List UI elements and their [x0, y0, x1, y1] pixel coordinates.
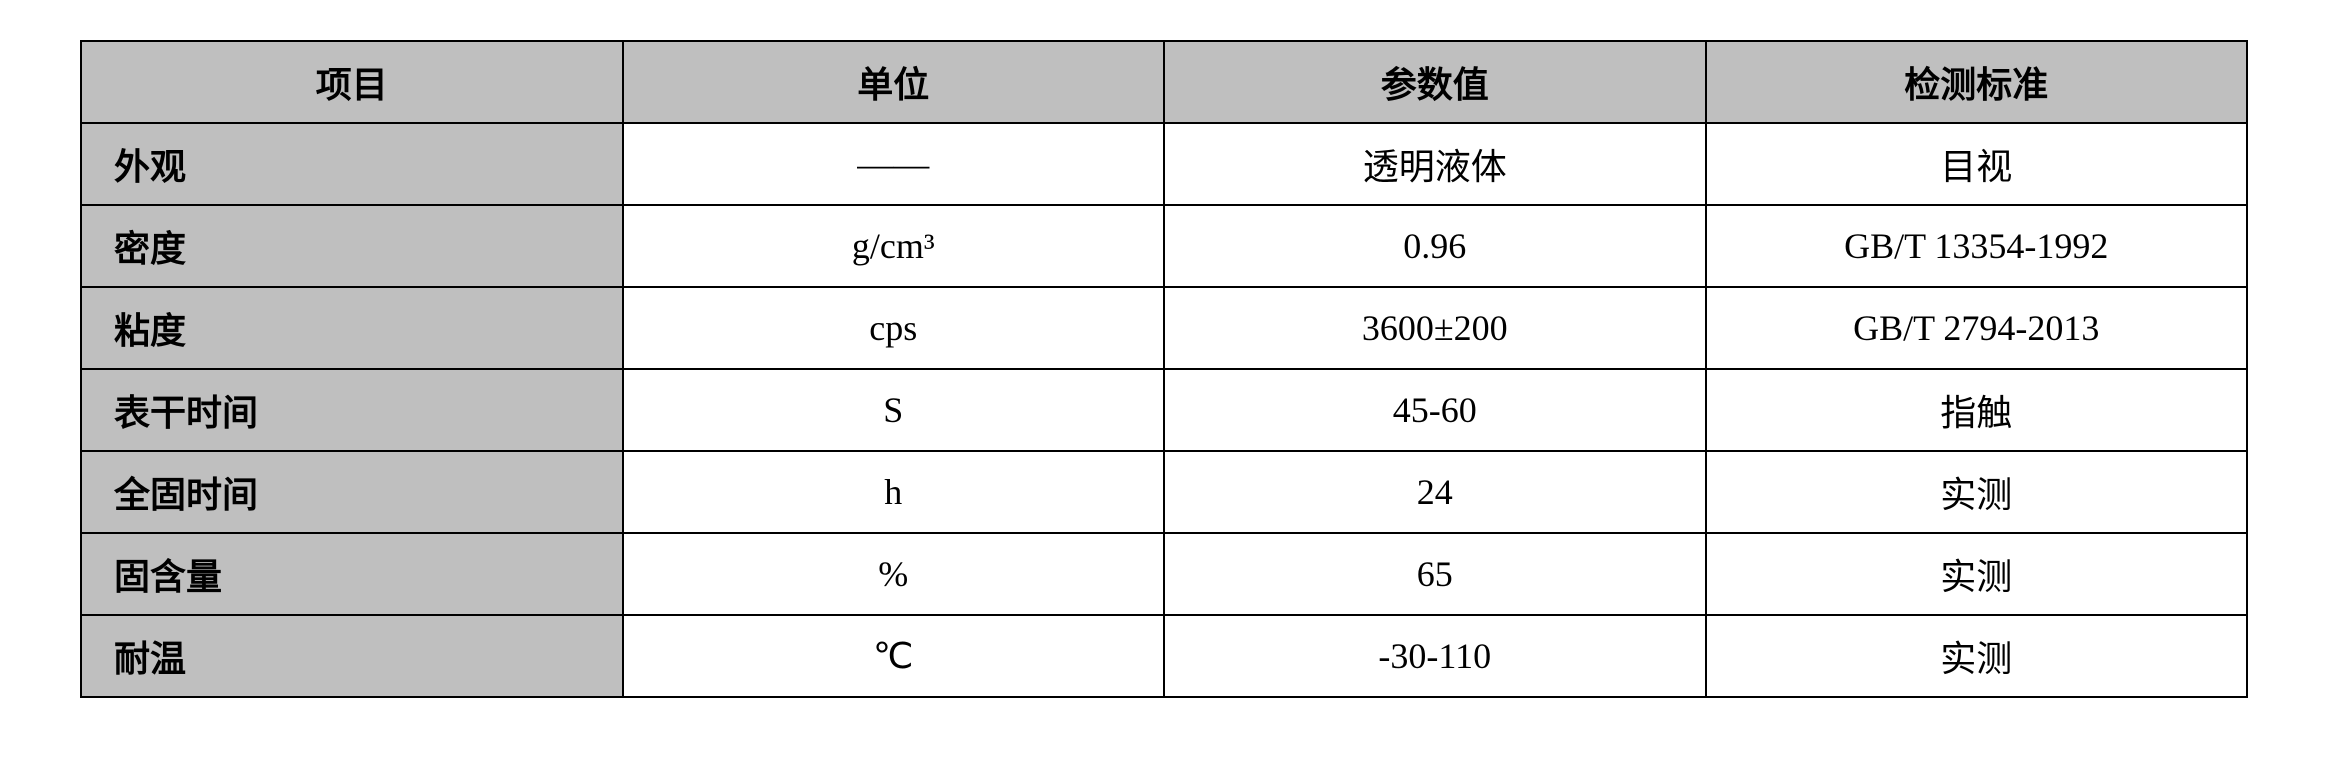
cell-unit: % — [623, 533, 1165, 615]
cell-value: -30-110 — [1164, 615, 1706, 697]
cell-standard: 实测 — [1706, 451, 2248, 533]
cell-value: 透明液体 — [1164, 123, 1706, 205]
table-row: 外观 —— 透明液体 目视 — [81, 123, 2247, 205]
cell-item: 密度 — [81, 205, 623, 287]
cell-unit: S — [623, 369, 1165, 451]
cell-value: 45-60 — [1164, 369, 1706, 451]
table-row: 固含量 % 65 实测 — [81, 533, 2247, 615]
table-header-row: 项目 单位 参数值 检测标准 — [81, 41, 2247, 123]
table-row: 表干时间 S 45-60 指触 — [81, 369, 2247, 451]
cell-value: 24 — [1164, 451, 1706, 533]
cell-unit: ℃ — [623, 615, 1165, 697]
col-header-item: 项目 — [81, 41, 623, 123]
table-row: 粘度 cps 3600±200 GB/T 2794-2013 — [81, 287, 2247, 369]
spec-table: 项目 单位 参数值 检测标准 外观 —— 透明液体 目视 密度 g/cm³ 0.… — [80, 40, 2248, 698]
cell-standard: GB/T 13354-1992 — [1706, 205, 2248, 287]
cell-value: 65 — [1164, 533, 1706, 615]
cell-item: 全固时间 — [81, 451, 623, 533]
cell-standard: 指触 — [1706, 369, 2248, 451]
cell-item: 固含量 — [81, 533, 623, 615]
cell-standard: GB/T 2794-2013 — [1706, 287, 2248, 369]
cell-unit: —— — [623, 123, 1165, 205]
cell-item: 粘度 — [81, 287, 623, 369]
cell-standard: 实测 — [1706, 533, 2248, 615]
cell-standard: 目视 — [1706, 123, 2248, 205]
cell-unit: cps — [623, 287, 1165, 369]
table-row: 密度 g/cm³ 0.96 GB/T 13354-1992 — [81, 205, 2247, 287]
cell-item: 表干时间 — [81, 369, 623, 451]
cell-value: 0.96 — [1164, 205, 1706, 287]
cell-item: 耐温 — [81, 615, 623, 697]
cell-standard: 实测 — [1706, 615, 2248, 697]
col-header-unit: 单位 — [623, 41, 1165, 123]
cell-value: 3600±200 — [1164, 287, 1706, 369]
cell-unit: g/cm³ — [623, 205, 1165, 287]
col-header-value: 参数值 — [1164, 41, 1706, 123]
table-row: 全固时间 h 24 实测 — [81, 451, 2247, 533]
col-header-standard: 检测标准 — [1706, 41, 2248, 123]
cell-unit: h — [623, 451, 1165, 533]
cell-item: 外观 — [81, 123, 623, 205]
table-row: 耐温 ℃ -30-110 实测 — [81, 615, 2247, 697]
